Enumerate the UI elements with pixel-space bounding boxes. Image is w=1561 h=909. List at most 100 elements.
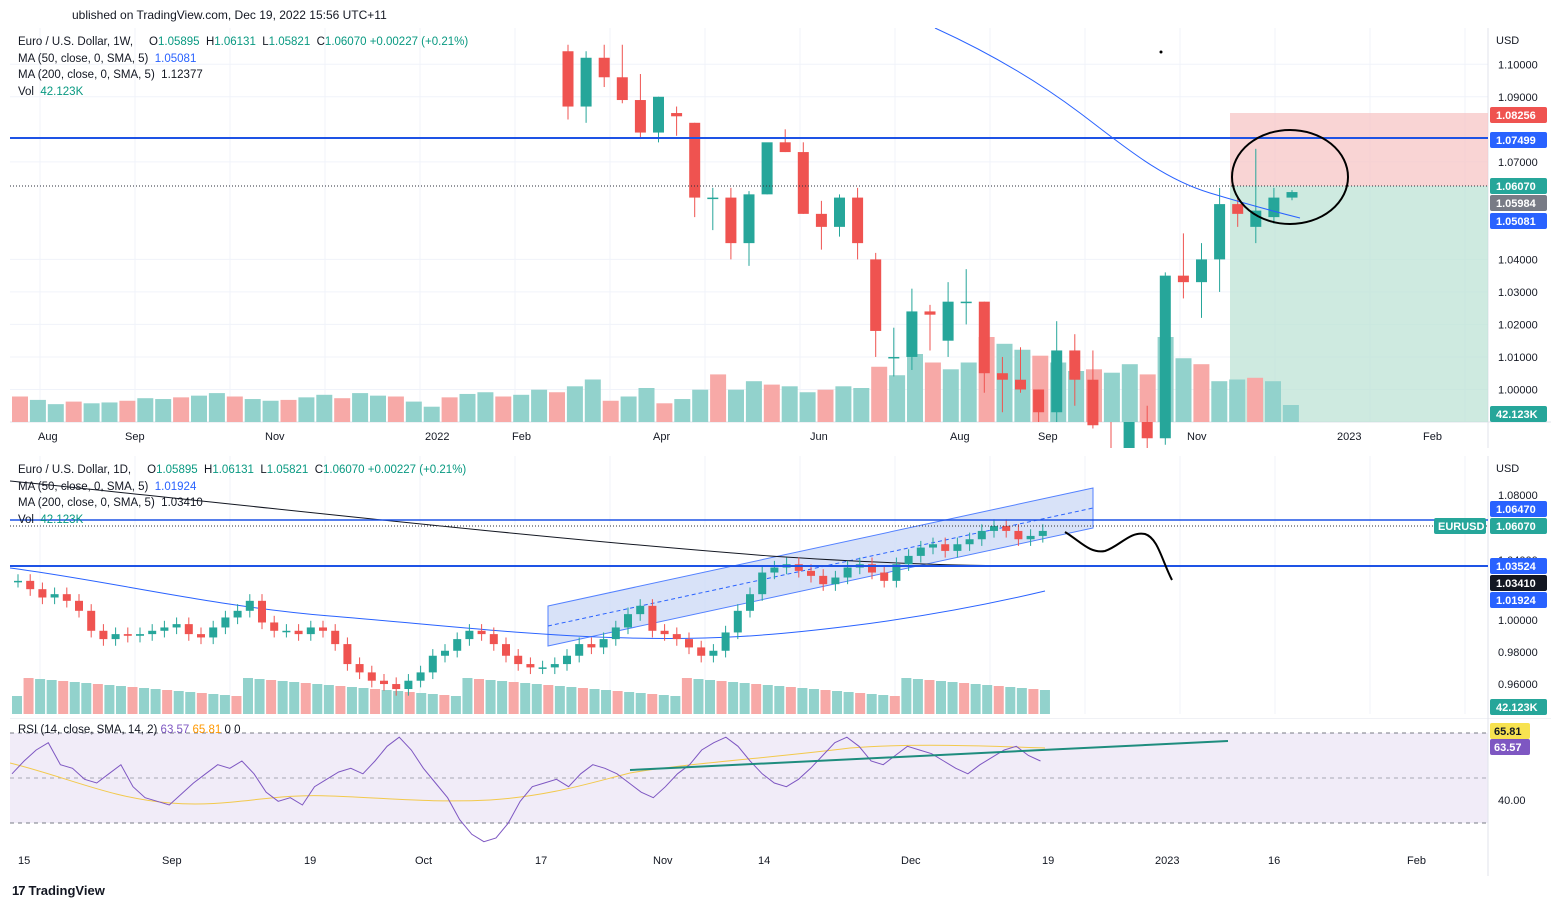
price-tag-bg [1490,195,1547,211]
rsi-ma-value: 65.81 [192,724,222,736]
volume-bar [208,393,225,422]
candle-body [282,630,291,633]
currency-label: USD [1496,35,1519,47]
volume-bar [1103,372,1120,422]
candle-body [148,630,157,635]
time-tick-label: 2022 [425,431,449,443]
volume-bar [277,681,288,714]
volume-bar [589,689,600,714]
candle-body [648,605,657,631]
candle-body [1268,197,1280,218]
volume-bar [162,690,173,714]
candle-body [587,644,596,648]
candle-body [977,530,986,540]
candle-body [990,525,998,531]
candle-body [453,639,462,651]
ma200-label[interactable]: MA (200, close, 0, SMA, 5) [18,69,155,81]
volume-bar [173,691,184,714]
candle-body [671,113,683,117]
candle-body [1196,259,1207,283]
volume-bar [936,681,946,714]
volume-label[interactable]: Vol [18,85,34,98]
volume-bar [577,688,588,714]
price-tag: 1.03524 [1490,558,1547,574]
candle-body [111,634,120,640]
weekly-pane[interactable]: USD 1.10000 1.09000 1.07000 1.04000 1.03000 1.… [10,28,1551,448]
candle-body [1015,379,1026,390]
candle-body [1214,204,1226,260]
volume-bar [1039,690,1050,714]
volume-bar [853,388,870,422]
price-tag-text: 1.06470 [1496,504,1536,516]
candle-body [538,667,547,669]
rsi-pane[interactable]: 40.00 15 Sep 19 Oct 17 Nov 14 Dec 19 2023 16 Feb 65… [10,718,1551,876]
candle-body [707,197,719,200]
volume-bar [1121,364,1138,422]
change-value: +0.00227 (+0.21%) [367,464,467,476]
volume-bar [960,362,977,422]
candle-body [843,567,852,578]
ma200-label-daily[interactable]: MA (200, close, 0, SMA, 5) [18,497,155,509]
volume-bar [323,685,334,714]
candle-body [797,152,809,214]
candle-body [343,644,352,665]
price-tag-text: 1.06070 [1496,521,1536,533]
price-tag-text: 42.123K [1496,702,1538,714]
time-tick-label: Feb [1423,431,1442,443]
low-label: L [262,36,269,48]
candle-body [441,650,449,656]
candle-body [725,197,737,244]
candle-body [616,77,628,101]
candle-body [733,610,742,633]
price-tag: 1.05081 [1490,213,1547,229]
price-tag-bg [1490,132,1547,148]
price-tag-bg [1490,575,1547,591]
volume-label-daily[interactable]: Vol [18,513,34,526]
candle-body [38,589,47,598]
volume-bar [23,678,34,714]
price-tick-label: 1.04000 [1498,254,1538,266]
candle-body [599,639,608,648]
candle-body [1051,350,1063,413]
weekly-chart[interactable]: USD 1.10000 1.09000 1.07000 1.04000 1.03000 1.… [10,28,1551,448]
candle-body [660,630,669,635]
volume-bar [335,686,346,714]
candle-body [1123,422,1135,448]
price-tick-label: 1.00000 [1498,384,1538,396]
volume-bar [244,399,261,422]
symbol-title[interactable]: Euro / U.S. Dollar, 1W, [18,36,134,48]
volume-bar [370,395,386,422]
ma50-label[interactable]: MA (50, close, 0, SMA, 5) [18,52,149,65]
symbol-title-daily[interactable]: Euro / U.S. Dollar, 1D, [18,464,132,476]
candle-body [685,639,693,648]
tradingview-brand[interactable]: 17 TradingView [12,883,105,898]
volume-bar [12,396,28,422]
rsi-label[interactable]: RSI (14, close, SMA, 14, 2) [18,724,158,736]
volume-bar [647,694,658,714]
open-value: 1.05895 [157,36,200,48]
symbol-tag-text: EURUSD [1438,521,1485,533]
ma50-label-daily[interactable]: MA (50, close, 0, SMA, 5) [18,480,149,493]
price-tag-text: 1.03410 [1496,578,1536,590]
candle-body [563,655,571,665]
high-label: H [205,36,215,48]
candle-body [294,630,303,635]
candle-body [50,594,59,598]
ma200-line [10,480,1046,567]
candle-body [26,580,35,590]
rsi-chart[interactable]: 40.00 15 Sep 19 Oct 17 Nov 14 Dec 19 2023 16 Feb 65… [10,718,1551,876]
candle-body [709,650,718,656]
volume-bar [46,680,57,714]
volume-bar [835,386,852,422]
volume-bar [101,402,118,422]
candle-body [815,213,827,227]
rsi-trendline[interactable] [629,740,1229,771]
rsi-tick-label: 40.00 [1498,795,1526,807]
candle-body [996,373,1008,380]
volume-bar [970,684,981,714]
volume-bar [69,682,80,714]
price-tag: 42.123K [1490,699,1547,715]
time-tick-label: Sep [1038,431,1058,443]
